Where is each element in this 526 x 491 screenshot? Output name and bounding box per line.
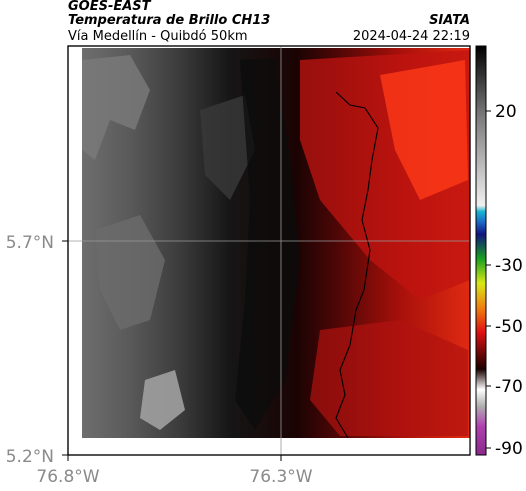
organization-label: SIATA bbox=[429, 13, 470, 28]
cloud-patch-2 bbox=[95, 215, 165, 330]
region-subtitle: Vía Medellín - Quibdó 50km bbox=[68, 29, 248, 44]
warm-surface-south bbox=[310, 320, 468, 436]
admin-border-line bbox=[335, 91, 379, 439]
cloud-patch-3 bbox=[140, 370, 185, 430]
hot-surface-core bbox=[380, 60, 468, 200]
colorbar-tick-label: 20 bbox=[495, 102, 517, 122]
cloud-patch-4 bbox=[200, 95, 255, 200]
colorbar-tick-label: -90 bbox=[495, 439, 523, 459]
datetime-label: 2024-04-24 22:19 bbox=[352, 29, 470, 44]
product-title: Temperatura de Brillo CH13 bbox=[68, 13, 271, 28]
colorbar-tick-label: -30 bbox=[495, 256, 523, 276]
colorbar bbox=[475, 45, 487, 456]
lon-tick-label: 76.8°W bbox=[36, 467, 99, 487]
satellite-title: GOES-EAST bbox=[68, 0, 151, 14]
colorbar-tick-label: -50 bbox=[495, 317, 523, 337]
dark-cloud-core bbox=[235, 58, 300, 430]
colorbar-tick-label: -70 bbox=[495, 377, 523, 397]
lat-tick-label: 5.2°N bbox=[6, 447, 54, 467]
lat-tick-label: 5.7°N bbox=[6, 233, 54, 253]
cloud-patch-1 bbox=[82, 55, 150, 160]
no-data-strip bbox=[82, 438, 470, 454]
lon-tick-label: 76.3°W bbox=[249, 467, 312, 487]
